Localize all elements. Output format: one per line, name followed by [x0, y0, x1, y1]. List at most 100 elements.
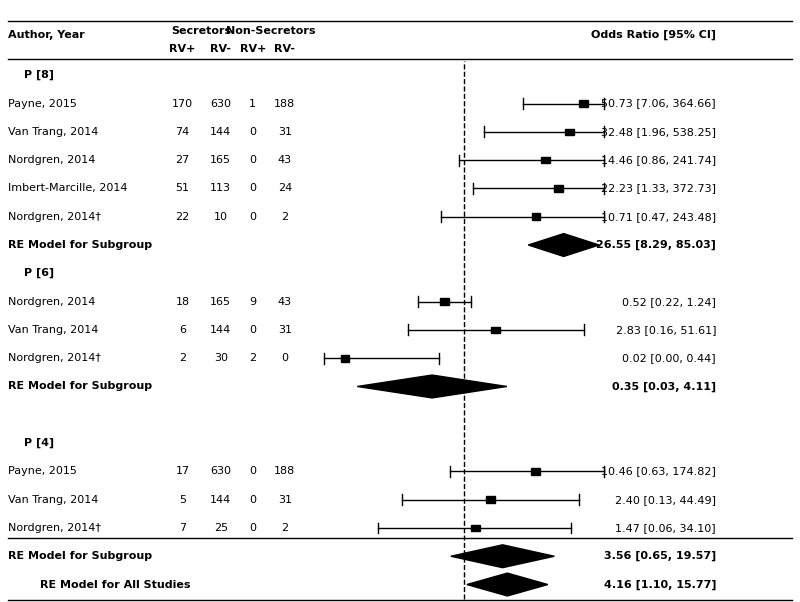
Text: 630: 630 [210, 467, 231, 476]
Text: 0.52 [0.22, 1.24]: 0.52 [0.22, 1.24] [622, 297, 716, 306]
Text: 50.73 [7.06, 364.66]: 50.73 [7.06, 364.66] [602, 99, 716, 108]
Text: RE Model for Subgroup: RE Model for Subgroup [8, 551, 152, 561]
Text: 0.35 [0.03, 4.11]: 0.35 [0.03, 4.11] [612, 381, 716, 392]
Text: 170: 170 [172, 99, 193, 108]
Text: 144: 144 [210, 127, 231, 137]
Text: 25: 25 [214, 523, 228, 533]
Text: 144: 144 [210, 325, 231, 335]
Bar [566, 128, 574, 135]
Text: 22: 22 [175, 212, 190, 222]
Text: 4.16 [1.10, 15.77]: 4.16 [1.10, 15.77] [603, 579, 716, 590]
Text: 51: 51 [175, 184, 190, 193]
Text: 0: 0 [250, 184, 256, 193]
Text: 2.40 [0.13, 44.49]: 2.40 [0.13, 44.49] [615, 495, 716, 504]
Text: P [4]: P [4] [24, 438, 54, 448]
Text: 144: 144 [210, 495, 231, 504]
Polygon shape [358, 375, 507, 398]
Text: 31: 31 [278, 325, 292, 335]
Text: RE Model for All Studies: RE Model for All Studies [40, 580, 190, 589]
Text: Van Trang, 2014: Van Trang, 2014 [8, 495, 98, 504]
Text: 1.47 [0.06, 34.10]: 1.47 [0.06, 34.10] [615, 523, 716, 533]
Text: 18: 18 [175, 297, 190, 306]
Text: 6: 6 [179, 325, 186, 335]
Polygon shape [467, 573, 548, 596]
Text: 0: 0 [250, 325, 256, 335]
Text: 0: 0 [250, 155, 256, 165]
Bar [491, 327, 500, 334]
Text: Payne, 2015: Payne, 2015 [8, 467, 77, 476]
Text: RV-: RV- [274, 44, 295, 54]
Text: Nordgren, 2014: Nordgren, 2014 [8, 297, 95, 306]
Text: 43: 43 [278, 297, 292, 306]
Text: 10: 10 [214, 212, 228, 222]
Text: 7: 7 [179, 523, 186, 533]
Text: 5: 5 [179, 495, 186, 504]
Bar [486, 497, 495, 503]
Text: 1: 1 [250, 99, 256, 108]
Text: 2.83 [0.16, 51.61]: 2.83 [0.16, 51.61] [615, 325, 716, 335]
Text: Author, Year: Author, Year [8, 30, 85, 40]
Text: Nordgren, 2014: Nordgren, 2014 [8, 155, 95, 165]
Text: 0: 0 [250, 127, 256, 137]
Text: 10.46 [0.63, 174.82]: 10.46 [0.63, 174.82] [601, 467, 716, 476]
Text: 2: 2 [250, 353, 256, 363]
Text: P [6]: P [6] [24, 268, 54, 279]
Bar [531, 468, 540, 475]
Bar [440, 299, 449, 305]
Text: Non-Secretors: Non-Secretors [226, 26, 315, 36]
Text: 32.48 [1.96, 538.25]: 32.48 [1.96, 538.25] [601, 127, 716, 137]
Polygon shape [451, 545, 554, 568]
Text: 2: 2 [179, 353, 186, 363]
Text: 74: 74 [175, 127, 190, 137]
Text: 26.55 [8.29, 85.03]: 26.55 [8.29, 85.03] [596, 240, 716, 250]
Text: 43: 43 [278, 155, 292, 165]
Text: 630: 630 [210, 99, 231, 108]
Bar [471, 525, 480, 532]
Text: 22.23 [1.33, 372.73]: 22.23 [1.33, 372.73] [601, 184, 716, 193]
Text: 113: 113 [210, 184, 231, 193]
Text: 188: 188 [274, 467, 295, 476]
Text: RV+: RV+ [240, 44, 266, 54]
Text: 9: 9 [250, 297, 256, 306]
Text: RV-: RV- [210, 44, 231, 54]
Text: 17: 17 [175, 467, 190, 476]
Text: 165: 165 [210, 297, 231, 306]
Polygon shape [528, 234, 599, 256]
Text: Van Trang, 2014: Van Trang, 2014 [8, 127, 98, 137]
Text: 3.56 [0.65, 19.57]: 3.56 [0.65, 19.57] [604, 551, 716, 562]
Text: 24: 24 [278, 184, 292, 193]
Text: 0: 0 [282, 353, 288, 363]
Text: 0: 0 [250, 467, 256, 476]
Text: 0.02 [0.00, 0.44]: 0.02 [0.00, 0.44] [622, 353, 716, 363]
Text: 2: 2 [282, 212, 288, 222]
Text: 0: 0 [250, 212, 256, 222]
Text: Nordgren, 2014†: Nordgren, 2014† [8, 353, 101, 363]
Text: RE Model for Subgroup: RE Model for Subgroup [8, 240, 152, 250]
Bar [532, 214, 541, 220]
Bar [554, 185, 562, 192]
Text: Imbert-Marcille, 2014: Imbert-Marcille, 2014 [8, 184, 127, 193]
Text: 165: 165 [210, 155, 231, 165]
Bar [341, 355, 350, 362]
Text: 27: 27 [175, 155, 190, 165]
Text: 31: 31 [278, 495, 292, 504]
Text: 14.46 [0.86, 241.74]: 14.46 [0.86, 241.74] [601, 155, 716, 165]
Text: RV+: RV+ [170, 44, 195, 54]
Text: Payne, 2015: Payne, 2015 [8, 99, 77, 108]
Bar [541, 157, 550, 164]
Text: 188: 188 [274, 99, 295, 108]
Text: 31: 31 [278, 127, 292, 137]
Text: 0: 0 [250, 495, 256, 504]
Bar [579, 100, 588, 107]
Text: 0: 0 [250, 523, 256, 533]
Text: Van Trang, 2014: Van Trang, 2014 [8, 325, 98, 335]
Text: P [8]: P [8] [24, 70, 54, 81]
Text: 10.71 [0.47, 243.48]: 10.71 [0.47, 243.48] [601, 212, 716, 222]
Text: Nordgren, 2014†: Nordgren, 2014† [8, 212, 101, 222]
Text: 30: 30 [214, 353, 228, 363]
Text: 2: 2 [282, 523, 288, 533]
Text: RE Model for Subgroup: RE Model for Subgroup [8, 382, 152, 391]
Text: Secretors: Secretors [171, 26, 232, 36]
Text: Odds Ratio [95% CI]: Odds Ratio [95% CI] [591, 30, 716, 40]
Text: Nordgren, 2014†: Nordgren, 2014† [8, 523, 101, 533]
